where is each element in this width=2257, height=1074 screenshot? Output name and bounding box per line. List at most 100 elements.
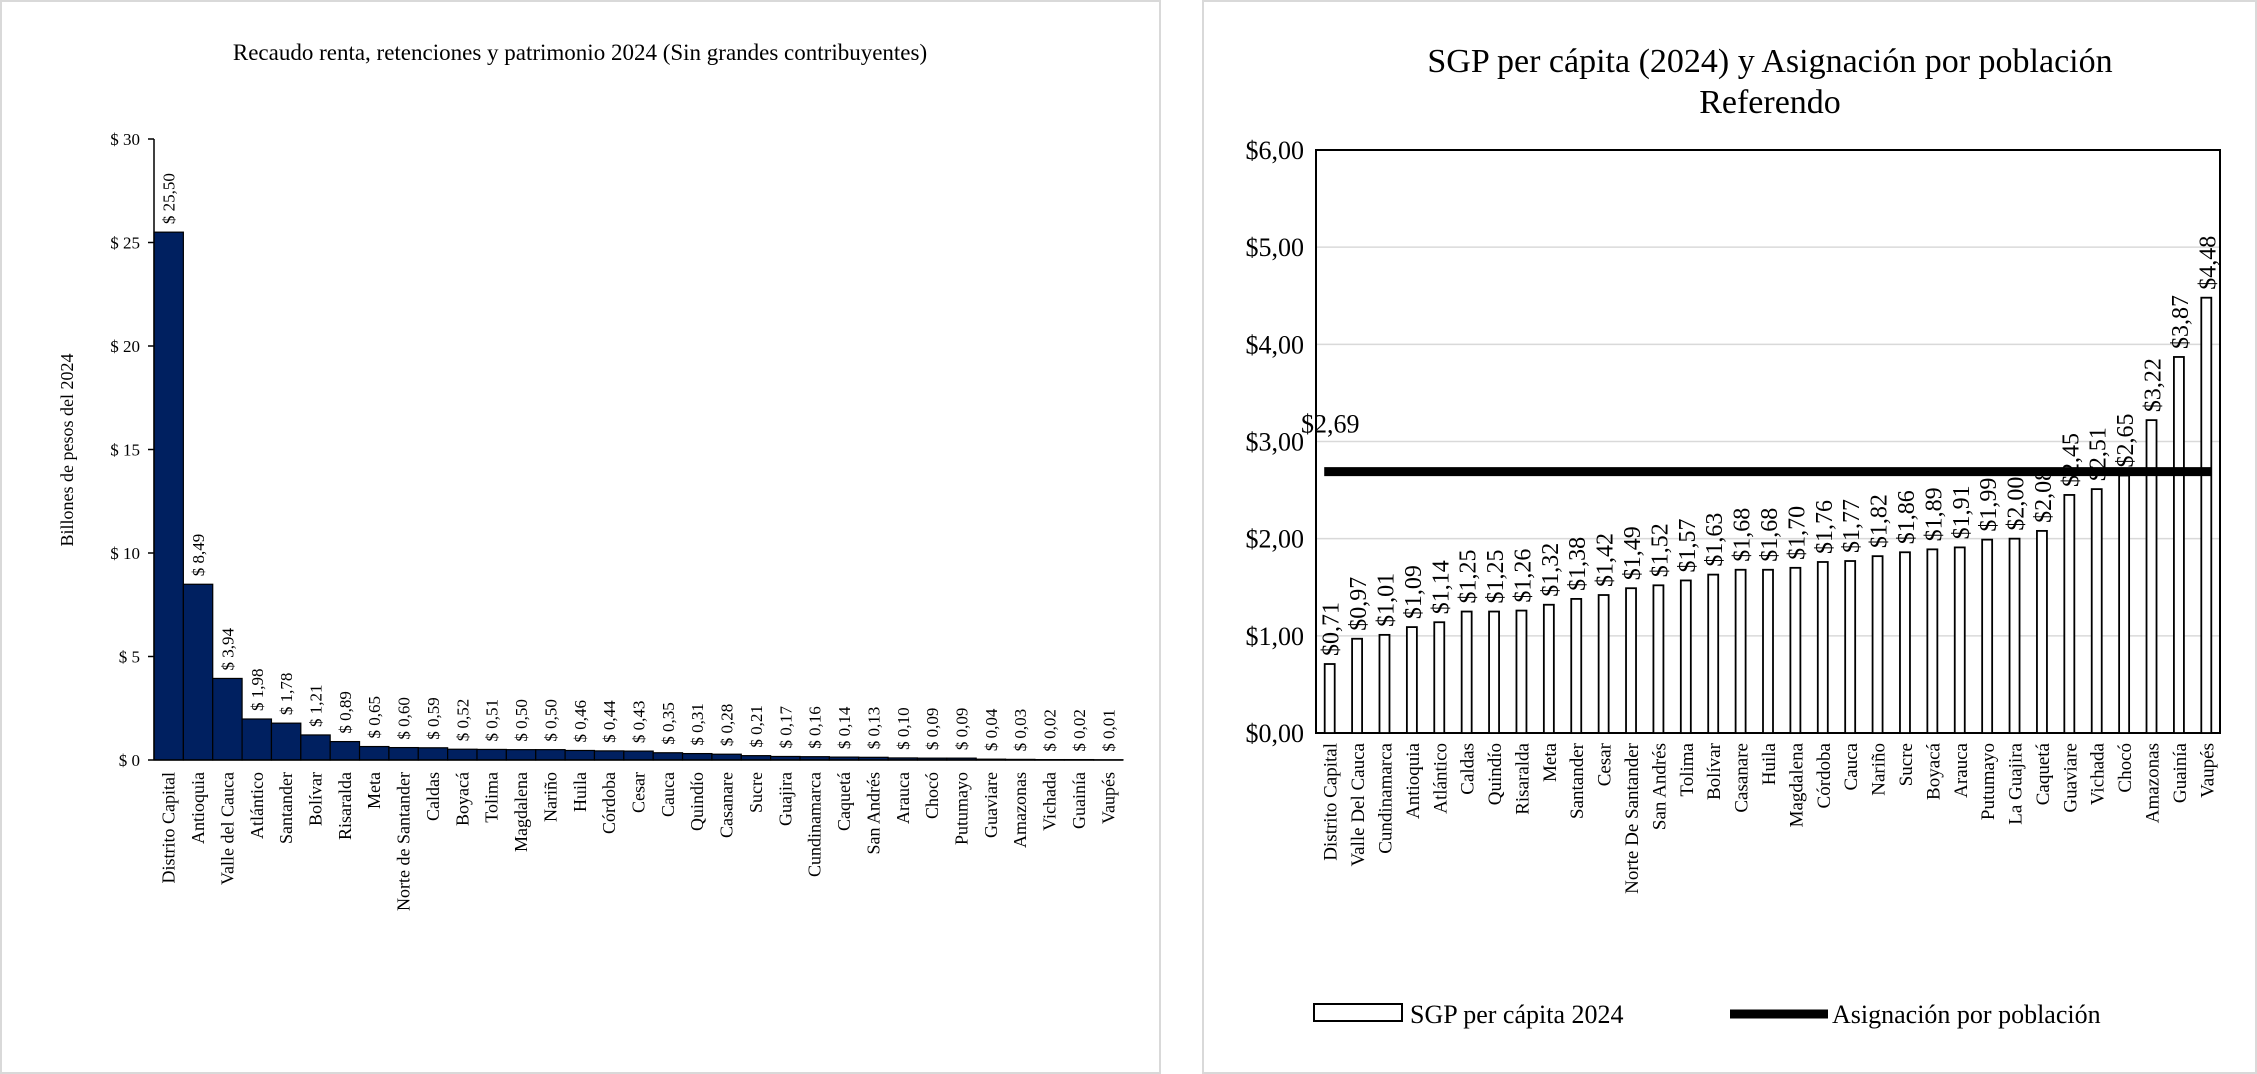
bar xyxy=(212,677,243,761)
data-label: $ 1,78 xyxy=(277,673,296,716)
bar xyxy=(2173,356,2185,734)
bar xyxy=(1789,566,1802,734)
x-tick-label: Valle Del Cauca xyxy=(1348,742,1369,866)
legend-label-bars: SGP per cápita 2024 xyxy=(1410,1000,1624,1029)
data-label: $1,99 xyxy=(1976,478,2002,532)
x-tick-label: Norte de Santander xyxy=(394,772,414,911)
bar xyxy=(652,752,684,761)
bar xyxy=(1899,551,1911,734)
x-tick-label: Valle del Cauca xyxy=(217,772,237,885)
bar xyxy=(623,750,654,761)
x-tick-label: Risaralda xyxy=(1512,742,1533,814)
data-label: $ 0,01 xyxy=(1099,709,1118,752)
bar xyxy=(1433,621,1446,734)
bar xyxy=(2036,529,2048,734)
bar xyxy=(1515,609,1528,734)
x-tick-label: Arauca xyxy=(893,772,913,824)
data-label: $ 0,10 xyxy=(894,707,913,750)
x-tick-label: Chocó xyxy=(2115,743,2136,793)
x-tick-label: La Guajira xyxy=(2006,742,2027,824)
data-label: $1,25 xyxy=(1483,550,1509,604)
bar xyxy=(711,753,742,761)
chart-title-line-1: SGP per cápita (2024) y Asignación por p… xyxy=(1427,43,2112,80)
y-tick-label: $3,00 xyxy=(1246,428,1305,457)
data-label: $1,09 xyxy=(1401,565,1427,619)
bar xyxy=(417,747,449,761)
data-label: $ 0,65 xyxy=(365,696,384,739)
bar xyxy=(1816,561,1829,734)
bar xyxy=(1734,568,1747,734)
data-label: $1,57 xyxy=(1675,518,1701,572)
y-tick-label: $2,00 xyxy=(1246,525,1305,554)
data-label: $ 0,17 xyxy=(776,705,795,748)
bar xyxy=(1542,603,1555,734)
data-label: $1,91 xyxy=(1949,485,1975,539)
data-label: $1,01 xyxy=(1373,573,1399,627)
x-tick-label: Putumayo xyxy=(952,772,972,845)
sgp-chart-panel: SGP per cápita (2024) y Asignación por p… xyxy=(1202,0,2257,1074)
data-label: $ 1,21 xyxy=(307,684,326,727)
bar xyxy=(1652,584,1665,734)
x-tick-label: Atlántico xyxy=(247,772,267,839)
data-label: $ 0,35 xyxy=(659,702,678,745)
x-tick-label: Quindío xyxy=(687,772,707,831)
bar xyxy=(1323,663,1336,734)
data-label: $1,68 xyxy=(1757,508,1783,562)
x-tick-label: Meta xyxy=(364,772,384,809)
data-label: $0,97 xyxy=(1346,577,1372,631)
legend-swatch-bars xyxy=(1313,1003,1403,1022)
x-tick-label: Guajira xyxy=(775,772,795,826)
data-label: $ 0,16 xyxy=(806,706,825,749)
bar xyxy=(447,748,478,761)
data-label: $1,82 xyxy=(1867,494,1893,548)
bar xyxy=(388,746,419,761)
x-tick-label: Bolívar xyxy=(306,772,326,826)
data-label: $ 0,28 xyxy=(718,704,737,747)
data-label: $ 0,03 xyxy=(1011,709,1030,752)
x-tick-label: Vichada xyxy=(2088,742,2109,805)
data-label: $1,38 xyxy=(1565,537,1591,591)
bar xyxy=(182,583,214,761)
bar xyxy=(505,749,537,761)
data-label: $3,87 xyxy=(2168,295,2194,349)
data-label: $1,63 xyxy=(1702,513,1728,567)
x-tick-label: Caquetá xyxy=(834,772,854,831)
x-tick-label: Amazonas xyxy=(1010,772,1030,848)
x-tick-label: San Andrés xyxy=(1649,743,1670,830)
x-tick-label: Norte De Santander xyxy=(1622,742,1643,894)
x-tick-label: Quindío xyxy=(1485,743,1506,805)
x-tick-label: Chocó xyxy=(922,772,942,819)
data-label: $1,68 xyxy=(1730,508,1756,562)
data-label: $ 25,50 xyxy=(160,173,179,224)
bar xyxy=(1488,610,1500,734)
x-tick-label: Cesar xyxy=(629,772,649,813)
y-tick-label: $ 0 xyxy=(119,751,140,770)
data-label: $1,14 xyxy=(1428,560,1454,614)
bar xyxy=(1871,555,1884,734)
x-tick-label: Santander xyxy=(276,772,296,844)
y-tick-label: $ 20 xyxy=(110,337,140,356)
x-tick-label: Vaupés xyxy=(2197,743,2218,798)
data-label: $ 0,13 xyxy=(864,707,883,750)
bar xyxy=(2063,494,2076,734)
x-tick-label: Distrito Capital xyxy=(1321,743,1342,861)
bar xyxy=(1762,568,1774,734)
bar xyxy=(681,752,713,761)
x-tick-label: Nariño xyxy=(1869,743,1890,796)
x-tick-label: Risaralda xyxy=(335,772,355,840)
data-label: $1,25 xyxy=(1456,550,1482,604)
y-tick-label: $6,00 xyxy=(1246,136,1305,165)
data-label: $2,45 xyxy=(2058,433,2084,487)
bar xyxy=(2118,474,2131,734)
data-label: $1,86 xyxy=(1894,490,1920,544)
legend-label-line: Asignación por población xyxy=(1832,1000,2101,1029)
bar xyxy=(2200,296,2213,734)
bar xyxy=(1460,610,1473,734)
data-label: $ 0,50 xyxy=(512,699,531,742)
data-label: $1,89 xyxy=(1921,487,1947,541)
x-tick-label: Cauca xyxy=(658,772,678,817)
x-tick-label: Amazonas xyxy=(2143,743,2164,823)
x-tick-label: Meta xyxy=(1540,742,1561,782)
x-tick-label: Boyacá xyxy=(1923,742,1944,800)
bar xyxy=(2090,488,2103,734)
